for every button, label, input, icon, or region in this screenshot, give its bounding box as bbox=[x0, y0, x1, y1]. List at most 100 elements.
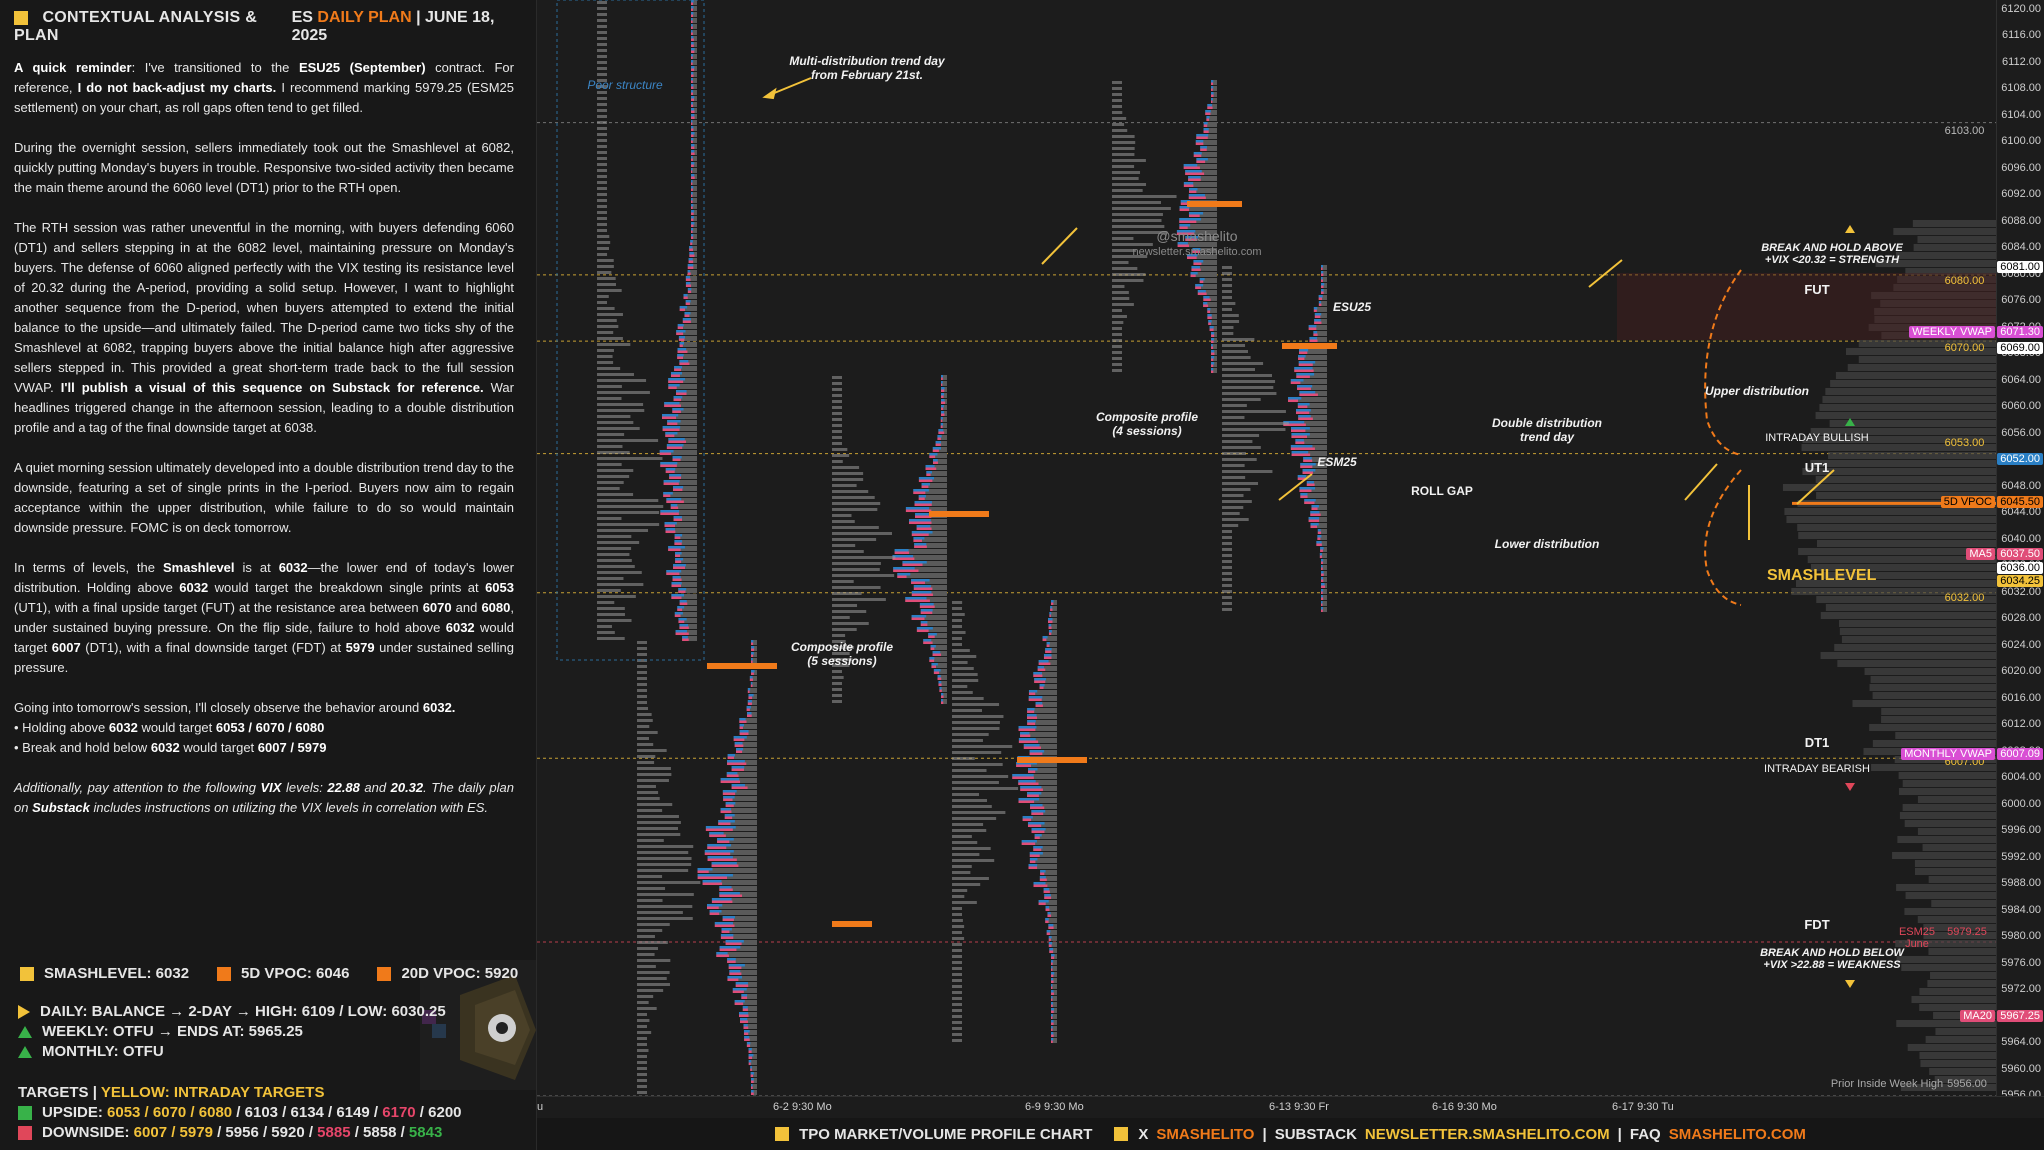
composite-volume-bar bbox=[1912, 220, 1996, 227]
buy-volume-bar bbox=[729, 970, 741, 973]
volume-bar bbox=[691, 12, 697, 17]
sell-volume-bar bbox=[676, 332, 684, 335]
sell-volume-bar bbox=[671, 584, 681, 587]
tpo-letters bbox=[597, 637, 625, 640]
sell-volume-bar bbox=[918, 497, 925, 500]
volume-bar bbox=[1051, 966, 1057, 971]
volume-bar bbox=[935, 441, 947, 446]
sell-volume-bar bbox=[1029, 854, 1040, 857]
sell-volume-bar bbox=[748, 1056, 753, 1059]
buy-volume-bar bbox=[1179, 218, 1201, 221]
tpo-letters bbox=[832, 388, 842, 391]
tpo-letters bbox=[832, 676, 844, 679]
paragraph-levels: In terms of levels, the Smashlevel is at… bbox=[14, 560, 515, 675]
volume-bar bbox=[1033, 846, 1057, 851]
buy-volume-bar bbox=[723, 796, 735, 799]
buy-volume-bar bbox=[731, 784, 745, 787]
sell-volume-bar bbox=[1034, 680, 1046, 683]
volume-bar bbox=[685, 300, 697, 305]
buy-volume-bar bbox=[941, 387, 945, 390]
buy-volume-bar bbox=[679, 342, 685, 345]
faq-link[interactable]: SMASHELITO.COM bbox=[1668, 1125, 1806, 1143]
tpo-letters bbox=[832, 670, 842, 673]
buy-volume-bar bbox=[1029, 858, 1038, 861]
sell-volume-bar bbox=[1020, 734, 1031, 737]
tpo-letters bbox=[832, 610, 867, 613]
volume-bar bbox=[668, 384, 697, 389]
tpo-letters bbox=[1112, 141, 1136, 144]
tpo-letters bbox=[1112, 117, 1127, 120]
price-tick: 5996.00 bbox=[2001, 824, 2041, 837]
time-axis[interactable]: u 6-2 9:30 Mo 6-9 9:30 Mo 6-13 9:30 Fr 6… bbox=[537, 1096, 2044, 1119]
volume-bar bbox=[925, 465, 947, 470]
substack-link[interactable]: NEWSLETTER.SMASHELITO.COM bbox=[1364, 1125, 1610, 1143]
key-levels: SMASHLEVEL: 6032 5D VPOC: 6046 20D VPOC:… bbox=[20, 965, 518, 982]
tpo-letters bbox=[637, 755, 656, 758]
sell-volume-bar bbox=[1027, 722, 1036, 725]
volume-bar bbox=[930, 645, 947, 650]
sell-volume-bar bbox=[691, 224, 694, 227]
buy-volume-bar bbox=[666, 570, 682, 573]
tpo-letters bbox=[1222, 500, 1252, 503]
buy-volume-bar bbox=[1047, 912, 1051, 915]
sell-volume-bar bbox=[672, 578, 682, 581]
tpo-profile-chart[interactable]: Poor structure Multi-distribution trend … bbox=[537, 0, 1996, 1096]
tpo-letters bbox=[832, 634, 846, 637]
badge-ma20: MA20 bbox=[1960, 1010, 1995, 1022]
sell-volume-bar bbox=[1189, 190, 1197, 193]
buy-volume-bar bbox=[1203, 302, 1208, 305]
buy-volume-bar bbox=[1179, 206, 1190, 209]
buy-volume-bar bbox=[1031, 810, 1046, 813]
sell-volume-bar bbox=[732, 990, 744, 993]
volume-bar bbox=[663, 492, 697, 497]
tpo-letters bbox=[1112, 147, 1135, 150]
tpo-letters bbox=[952, 763, 1003, 766]
sell-volume-bar bbox=[691, 74, 694, 77]
tpo-letters bbox=[952, 631, 966, 634]
buy-volume-bar bbox=[1039, 684, 1045, 687]
tpo-letters bbox=[597, 559, 632, 562]
tpo-letters bbox=[637, 827, 679, 830]
tpo-letters bbox=[597, 253, 608, 256]
buy-volume-bar bbox=[941, 693, 944, 696]
buy-volume-bar bbox=[1211, 338, 1215, 341]
tpo-letters bbox=[832, 394, 842, 397]
sell-volume-bar bbox=[1188, 196, 1206, 199]
buy-volume-bar bbox=[1318, 301, 1322, 304]
buy-volume-bar bbox=[1028, 690, 1038, 693]
buy-volume-bar bbox=[1045, 648, 1052, 651]
volume-bar bbox=[664, 522, 697, 527]
volume-bar bbox=[1035, 702, 1057, 707]
buy-volume-bar bbox=[667, 420, 681, 423]
composite-volume-bar bbox=[1927, 980, 1996, 987]
buy-volume-bar bbox=[678, 588, 687, 591]
tpo-letters bbox=[597, 565, 635, 568]
buy-volume-bar bbox=[1189, 188, 1198, 191]
buy-volume-bar bbox=[751, 658, 753, 661]
buy-volume-bar bbox=[677, 354, 684, 357]
sell-volume-bar bbox=[926, 473, 931, 476]
tpo-letters bbox=[637, 917, 693, 920]
price-tick: 6084.00 bbox=[2001, 241, 2041, 254]
sell-volume-bar bbox=[711, 864, 739, 867]
tpo-letters bbox=[637, 953, 655, 956]
price-axis[interactable]: 6120.00 6116.00 6112.00 6108.00 6104.00 6100.… bbox=[1901, 0, 2044, 1101]
buy-volume-bar bbox=[668, 546, 685, 549]
tpo-letters bbox=[1222, 392, 1277, 395]
buy-volume-bar bbox=[691, 12, 694, 15]
sell-volume-bar bbox=[1302, 471, 1313, 474]
buy-volume-bar bbox=[1321, 271, 1324, 274]
sell-volume-bar bbox=[747, 690, 750, 693]
tpo-letters bbox=[597, 619, 632, 622]
tpo-letters bbox=[637, 713, 652, 716]
upside-targets: UPSIDE: 6053 / 6070 / 6080 / 6103 / 6134… bbox=[18, 1103, 462, 1123]
x-handle-link[interactable]: SMASHELITO bbox=[1156, 1125, 1255, 1143]
tpo-letters bbox=[637, 653, 647, 656]
buy-volume-bar bbox=[743, 1024, 748, 1027]
tpo-letters bbox=[1222, 404, 1247, 407]
sell-volume-bar bbox=[673, 566, 685, 569]
buy-volume-bar bbox=[691, 132, 695, 135]
sell-volume-bar bbox=[751, 672, 754, 675]
tpo-letters bbox=[637, 641, 647, 644]
buy-volume-bar bbox=[739, 730, 749, 733]
